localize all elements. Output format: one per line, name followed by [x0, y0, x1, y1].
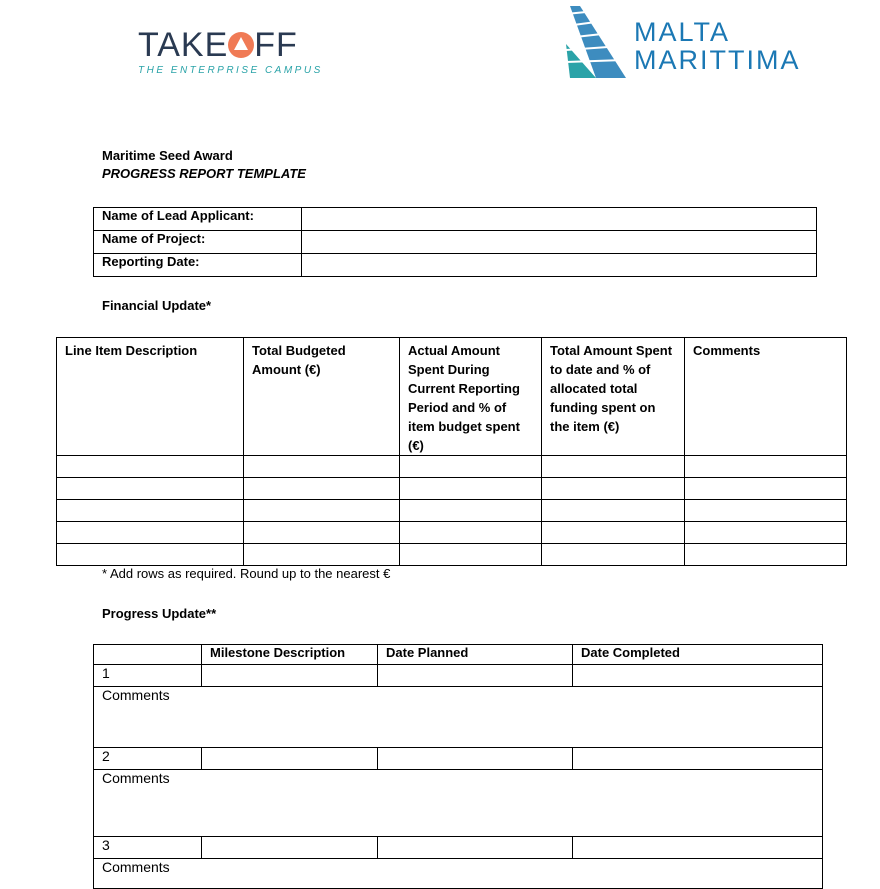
milestone-row: 3: [93, 836, 823, 859]
document-subtitle: PROGRESS REPORT TEMPLATE: [102, 166, 306, 181]
info-row: Name of Lead Applicant:: [93, 207, 817, 231]
financial-cell[interactable]: [243, 499, 400, 522]
financial-cell[interactable]: [56, 499, 244, 522]
progress-header-row: Milestone Description Date Planned Date …: [93, 644, 823, 665]
milestone-cell[interactable]: [572, 747, 823, 770]
reporting-date-field[interactable]: [301, 253, 817, 277]
progress-heading: Progress Update**: [102, 606, 217, 621]
milestone-row: 2: [93, 747, 823, 770]
financial-cell[interactable]: [56, 477, 244, 500]
applicant-info-table: Name of Lead Applicant: Name of Project:…: [93, 207, 817, 277]
takeoff-tagline: THE ENTERPRISE CAMPUS: [138, 65, 323, 76]
financial-cell[interactable]: [684, 543, 847, 566]
financial-row: [56, 499, 847, 522]
financial-cell[interactable]: [541, 499, 685, 522]
milestone-cell[interactable]: [377, 836, 573, 859]
financial-cell[interactable]: [243, 543, 400, 566]
progress-table: Milestone Description Date Planned Date …: [93, 644, 823, 889]
milestone-number: 3: [93, 836, 202, 859]
financial-cell[interactable]: [56, 543, 244, 566]
milestone-cell[interactable]: [377, 747, 573, 770]
financial-row: [56, 521, 847, 544]
financial-row: [56, 543, 847, 566]
financial-cell[interactable]: [56, 521, 244, 544]
financial-table: Line Item Description Total Budgeted Amo…: [56, 337, 847, 566]
project-name-field[interactable]: [301, 230, 817, 254]
financial-header-row: Line Item Description Total Budgeted Amo…: [56, 337, 847, 456]
info-row: Reporting Date:: [93, 253, 817, 277]
milestone-cell[interactable]: [377, 664, 573, 687]
milestone-cell[interactable]: [201, 836, 378, 859]
sail-icon: [565, 6, 626, 78]
comments-field[interactable]: Comments: [93, 686, 823, 748]
financial-cell[interactable]: [399, 477, 542, 500]
takeoff-logo: TAKE FF THE ENTERPRISE CAMPUS: [138, 26, 323, 76]
comments-field[interactable]: Comments: [93, 858, 823, 889]
milestone-row: 1: [93, 664, 823, 687]
malta-marittima-logo: MALTA MARITTIMA: [565, 4, 799, 85]
financial-cell[interactable]: [243, 455, 400, 478]
lead-applicant-field[interactable]: [301, 207, 817, 231]
financial-cell[interactable]: [56, 455, 244, 478]
milestone-cell[interactable]: [201, 664, 378, 687]
financial-row: [56, 455, 847, 478]
financial-cell[interactable]: [684, 455, 847, 478]
comments-row: Comments: [93, 858, 823, 889]
financial-cell[interactable]: [399, 455, 542, 478]
financial-cell[interactable]: [399, 543, 542, 566]
financial-cell[interactable]: [399, 499, 542, 522]
financial-cell[interactable]: [541, 521, 685, 544]
milestone-number: 1: [93, 664, 202, 687]
financial-cell[interactable]: [541, 455, 685, 478]
financial-row: [56, 477, 847, 500]
milestone-number: 2: [93, 747, 202, 770]
financial-cell[interactable]: [684, 477, 847, 500]
financial-cell[interactable]: [684, 499, 847, 522]
milestone-cell[interactable]: [572, 836, 823, 859]
financial-cell[interactable]: [243, 477, 400, 500]
financial-cell[interactable]: [541, 477, 685, 500]
comments-field[interactable]: Comments: [93, 769, 823, 837]
milestone-cell[interactable]: [572, 664, 823, 687]
financial-cell[interactable]: [243, 521, 400, 544]
financial-cell[interactable]: [684, 521, 847, 544]
financial-cell[interactable]: [399, 521, 542, 544]
comments-row: Comments: [93, 686, 823, 748]
financial-footnote: * Add rows as required. Round up to the …: [102, 566, 391, 581]
financial-heading: Financial Update*: [102, 298, 212, 313]
milestone-cell[interactable]: [201, 747, 378, 770]
financial-cell[interactable]: [541, 543, 685, 566]
comments-row: Comments: [93, 769, 823, 837]
document-title: Maritime Seed Award: [102, 148, 233, 163]
info-row: Name of Project:: [93, 230, 817, 254]
